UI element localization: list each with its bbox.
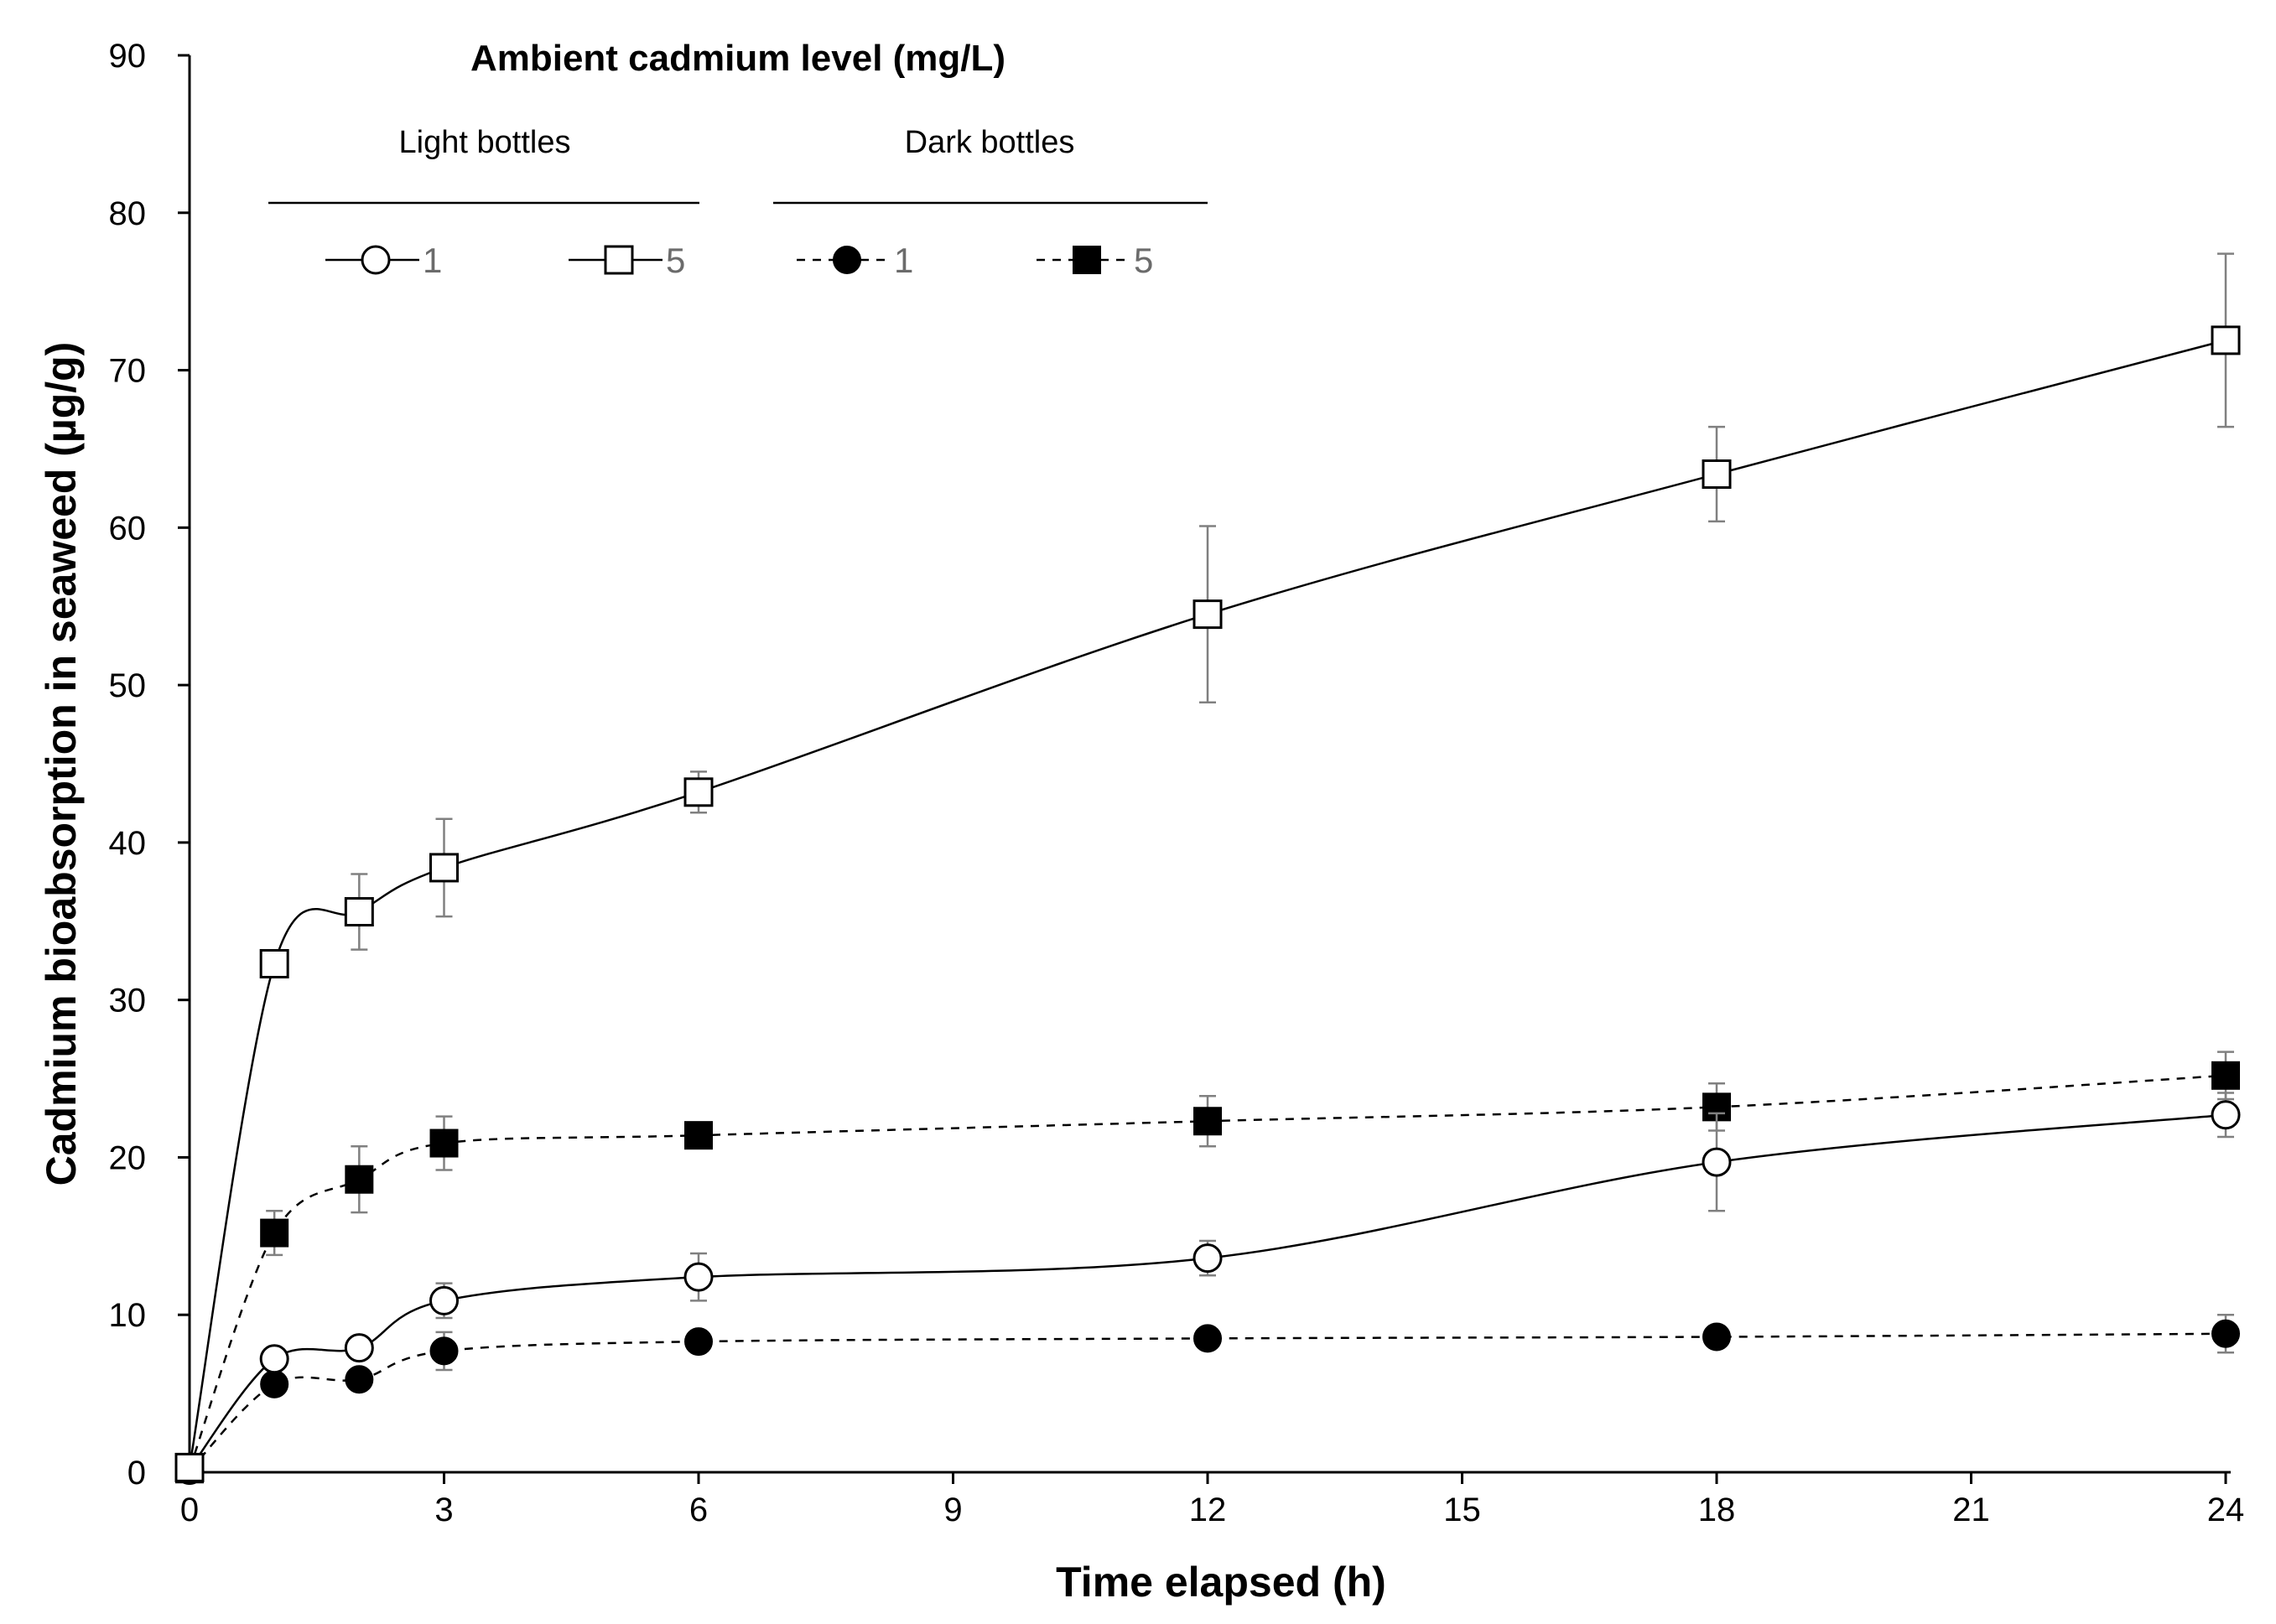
legend-marker [833, 246, 861, 274]
data-point [684, 1327, 713, 1357]
data-point [1193, 1324, 1222, 1353]
series-line [188, 1074, 2227, 1470]
data-point [1702, 459, 1732, 489]
legend-marker [604, 245, 634, 275]
data-point [1702, 1147, 1732, 1177]
data-point [259, 1344, 289, 1374]
plot-area [174, 252, 2241, 1486]
series-dark-bottles-1 [175, 1313, 2240, 1486]
y-tick-label: 40 [109, 825, 147, 862]
x-tick-label: 15 [1443, 1492, 1481, 1528]
y-tick-label: 50 [109, 667, 147, 704]
data-point [345, 1165, 374, 1194]
x-tick-label: 6 [689, 1492, 708, 1528]
y-tick-label: 0 [127, 1455, 146, 1492]
legend-marker [1073, 246, 1101, 274]
x-tick-label: 9 [943, 1492, 962, 1528]
y-tick-label: 10 [109, 1297, 147, 1334]
data-point [1193, 599, 1223, 630]
series-light-bottles-1 [174, 1092, 2241, 1484]
data-point [2211, 325, 2241, 355]
x-tick-label: 21 [1952, 1492, 1990, 1528]
legend-entry: 1 [325, 241, 442, 280]
data-point [259, 948, 289, 978]
x-ticks: 0 3 6 9 12 15 18 21 24 [180, 1472, 2244, 1528]
legend-entry: 5 [1037, 241, 1153, 280]
data-point [2211, 1061, 2240, 1090]
y-tick-label: 30 [109, 983, 147, 1020]
legend-marker [361, 245, 391, 275]
x-tick-label: 3 [434, 1492, 453, 1528]
legend-entry: 5 [569, 241, 685, 280]
legend-label: 1 [894, 241, 913, 280]
y-tick-label: 20 [109, 1139, 147, 1176]
data-point [260, 1369, 289, 1398]
data-point [344, 897, 374, 927]
x-axis-title: Time elapsed (h) [1056, 1559, 1386, 1606]
data-point [2211, 1319, 2240, 1348]
y-tick-label: 70 [109, 353, 147, 390]
series-light-bottles-5 [174, 252, 2241, 1482]
legend-entry: 1 [797, 241, 913, 280]
data-point [1702, 1322, 1731, 1352]
legend: Ambient cadmium level (mg/L) Light bottl… [268, 38, 1208, 280]
data-point [429, 1285, 459, 1315]
legend-group-dark: Dark bottles [905, 125, 1075, 160]
data-point [683, 1262, 714, 1292]
data-point [429, 1128, 459, 1158]
data-point [260, 1218, 289, 1248]
series-line [189, 1113, 2227, 1471]
legend-label: 1 [423, 241, 442, 280]
y-axis-title: Cadmium bioabsorption in seaweed (µg/g) [38, 342, 85, 1186]
y-tick-label: 90 [109, 38, 147, 75]
data-point [684, 1121, 713, 1150]
data-point [429, 1336, 459, 1366]
data-point [345, 1365, 374, 1394]
x-tick-label: 0 [180, 1492, 199, 1528]
legend-label: 5 [666, 241, 685, 280]
data-point [683, 777, 714, 807]
data-point [344, 1333, 374, 1363]
data-point [174, 1452, 205, 1482]
x-tick-label: 24 [2207, 1492, 2245, 1528]
legend-label: 5 [1134, 241, 1153, 280]
legend-group-light: Light bottles [399, 125, 571, 160]
data-point [1193, 1107, 1222, 1136]
x-tick-label: 18 [1698, 1492, 1736, 1528]
x-tick-label: 12 [1189, 1492, 1227, 1528]
data-point [1193, 1243, 1223, 1274]
y-tick-label: 60 [109, 510, 147, 547]
y-ticks: 0 10 20 30 40 50 60 70 80 90 [109, 38, 190, 1492]
y-tick-label: 80 [109, 195, 147, 232]
series-line [189, 1332, 2227, 1471]
data-point [2211, 1100, 2241, 1130]
data-point [429, 853, 459, 883]
legend-title: Ambient cadmium level (mg/L) [470, 38, 1005, 79]
